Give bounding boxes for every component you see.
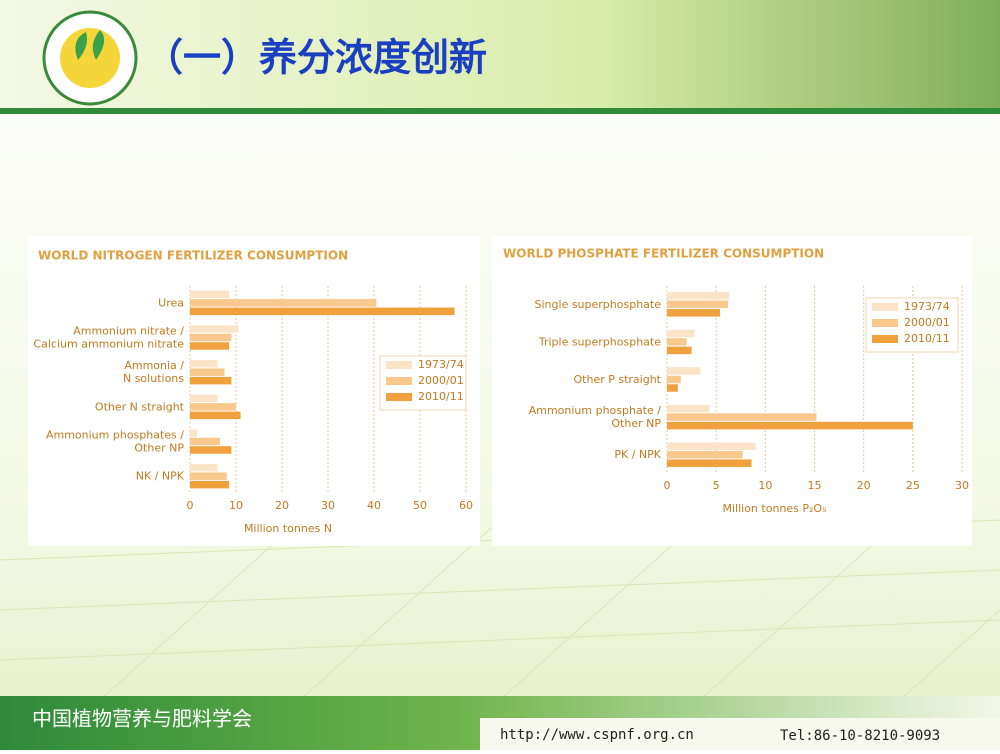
bar: [667, 442, 756, 450]
x-tick-label: 0: [187, 499, 194, 512]
bar: [667, 384, 678, 392]
logo-inner: [60, 28, 120, 88]
x-tick-label: 20: [857, 479, 871, 492]
legend-swatch: [386, 361, 412, 369]
header-band: [0, 0, 1000, 110]
x-tick-label: 10: [758, 479, 772, 492]
bar: [667, 329, 695, 338]
bar: [190, 368, 225, 376]
bar: [667, 459, 752, 467]
x-tick-label: 40: [367, 499, 381, 512]
bar: [190, 333, 232, 342]
legend-label: 2010/11: [418, 390, 464, 403]
legend-label: 1973/74: [904, 300, 950, 313]
bar: [667, 367, 701, 375]
bar: [190, 359, 218, 368]
bar: [190, 290, 230, 299]
legend-swatch: [386, 393, 412, 401]
y-tick-label: Urea: [158, 296, 184, 309]
x-tick-label: 25: [906, 479, 920, 492]
x-tick-label: 20: [275, 499, 289, 512]
y-tick-label: Ammonium nitrate / Calcium ammonium nitr…: [30, 325, 184, 351]
x-axis-label: Million tonnes P₂O₅: [722, 502, 826, 515]
bar: [667, 421, 913, 430]
bar: [190, 472, 227, 480]
x-tick-label: 30: [321, 499, 335, 512]
bar: [190, 446, 232, 454]
legend-swatch: [872, 303, 898, 311]
footer-org: 中国植物营养与肥料学会: [32, 707, 252, 731]
y-tick-label: Single superphosphate: [535, 298, 662, 311]
legend-label: 1973/74: [418, 358, 464, 371]
legend-label: 2000/01: [904, 316, 950, 329]
footer-url: http://www.cspnf.org.cn: [500, 727, 694, 743]
legend-label: 2010/11: [904, 332, 950, 345]
logo-leaf: [75, 30, 105, 60]
bar: [190, 342, 230, 350]
chart-title: WORLD PHOSPHATE FERTILIZER CONSUMPTION: [503, 247, 824, 261]
bar: [667, 292, 729, 300]
bar: [667, 375, 681, 384]
bar: [190, 299, 377, 307]
y-tick-label: NK / NPK: [136, 470, 185, 483]
y-tick-label: PK / NPK: [614, 448, 661, 461]
legend-label: 2000/01: [418, 374, 464, 387]
bar: [667, 450, 743, 459]
bar: [667, 309, 721, 317]
legend-swatch: [872, 335, 898, 343]
bar: [190, 429, 197, 437]
x-tick-label: 15: [808, 479, 822, 492]
x-axis-label: Million tonnes N: [244, 522, 332, 535]
chart-title: WORLD NITROGEN FERTILIZER CONSUMPTION: [38, 249, 348, 263]
bar: [667, 300, 728, 309]
bar: [667, 338, 687, 346]
slide-title: （一）养分浓度创新: [145, 36, 487, 80]
header-rule: [0, 108, 1000, 114]
x-tick-label: 5: [713, 479, 720, 492]
legend-swatch: [872, 319, 898, 327]
y-tick-label: Ammonium phosphates / Other NP: [46, 429, 184, 455]
y-tick-label: Other P straight: [574, 373, 662, 386]
bar: [190, 325, 239, 333]
x-tick-label: 10: [229, 499, 243, 512]
x-tick-label: 0: [664, 479, 671, 492]
x-tick-label: 50: [413, 499, 427, 512]
bar: [190, 376, 232, 385]
bar: [190, 307, 455, 316]
bar: [190, 411, 241, 420]
bar: [190, 394, 218, 403]
y-tick-label: Ammonia / N solutions: [119, 359, 184, 385]
bar: [667, 346, 692, 355]
x-tick-label: 30: [955, 479, 969, 492]
bar: [190, 403, 236, 411]
footer-tel: Tel:86-10-8210-9093: [780, 728, 940, 744]
y-tick-label: Ammonium phosphate / Other NP: [529, 404, 662, 430]
chart-panel: [492, 236, 972, 546]
bar: [190, 463, 218, 472]
footer-strip: [480, 718, 1000, 750]
x-tick-label: 60: [459, 499, 473, 512]
y-tick-label: Triple superphosphate: [538, 335, 661, 348]
bar: [667, 413, 817, 421]
bar: [190, 480, 230, 489]
bar: [190, 437, 220, 446]
bar: [667, 404, 710, 413]
legend-swatch: [386, 377, 412, 385]
y-tick-label: Other N straight: [95, 400, 185, 413]
